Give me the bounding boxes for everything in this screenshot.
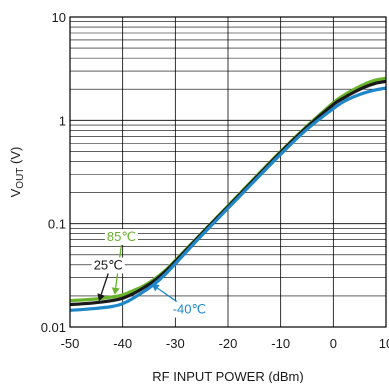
x-tick-label: 10 [379,336,389,351]
annotations-layer: 85℃ 25℃ -40℃ [91,228,209,318]
x-tick-labels: -50 -40 -30 -20 -10 0 10 [61,336,389,351]
annotation-label: 85℃ [107,229,136,244]
y-tick-label: 0.01 [41,320,66,335]
annotation-arrow-head [151,284,160,292]
x-tick-label: -50 [61,336,80,351]
y-tick-label: 1 [59,113,66,128]
y-axis-title-main: V [8,188,23,197]
annotation-backdrop [170,301,209,318]
x-tick-label: 0 [330,336,337,351]
series-layer [70,76,386,312]
annotation-backdrop [91,257,125,274]
x-tick-label: -10 [271,336,290,351]
y-axis-title-sub: OUT [15,168,26,189]
y-axis-title: VOUT (V) [8,147,26,198]
annotation-label: 25℃ [94,258,123,273]
x-tick-label: -30 [166,336,185,351]
annotation-arrow-head [97,293,105,302]
y-tick-label: 0.1 [48,217,66,232]
annotation-arrow-shaft [157,287,178,303]
annotation-arrow-head [111,287,120,295]
x-tick-label: -20 [219,336,238,351]
x-axis-title: RF INPUT POWER (dBm) [152,369,303,383]
grid-lines [69,17,387,328]
plot-frame [69,16,387,328]
y-tick-labels: 0.01 0.1 1 10 [41,10,66,335]
y-tick-label: 10 [52,10,66,25]
annotation-arrow-shaft [100,273,109,295]
series-line [70,86,386,312]
x-tick-label: -40 [113,336,132,351]
annotation-label: -40℃ [173,302,206,317]
annotation-backdrop [104,228,138,245]
y-axis-title-unit: (V) [8,147,23,168]
